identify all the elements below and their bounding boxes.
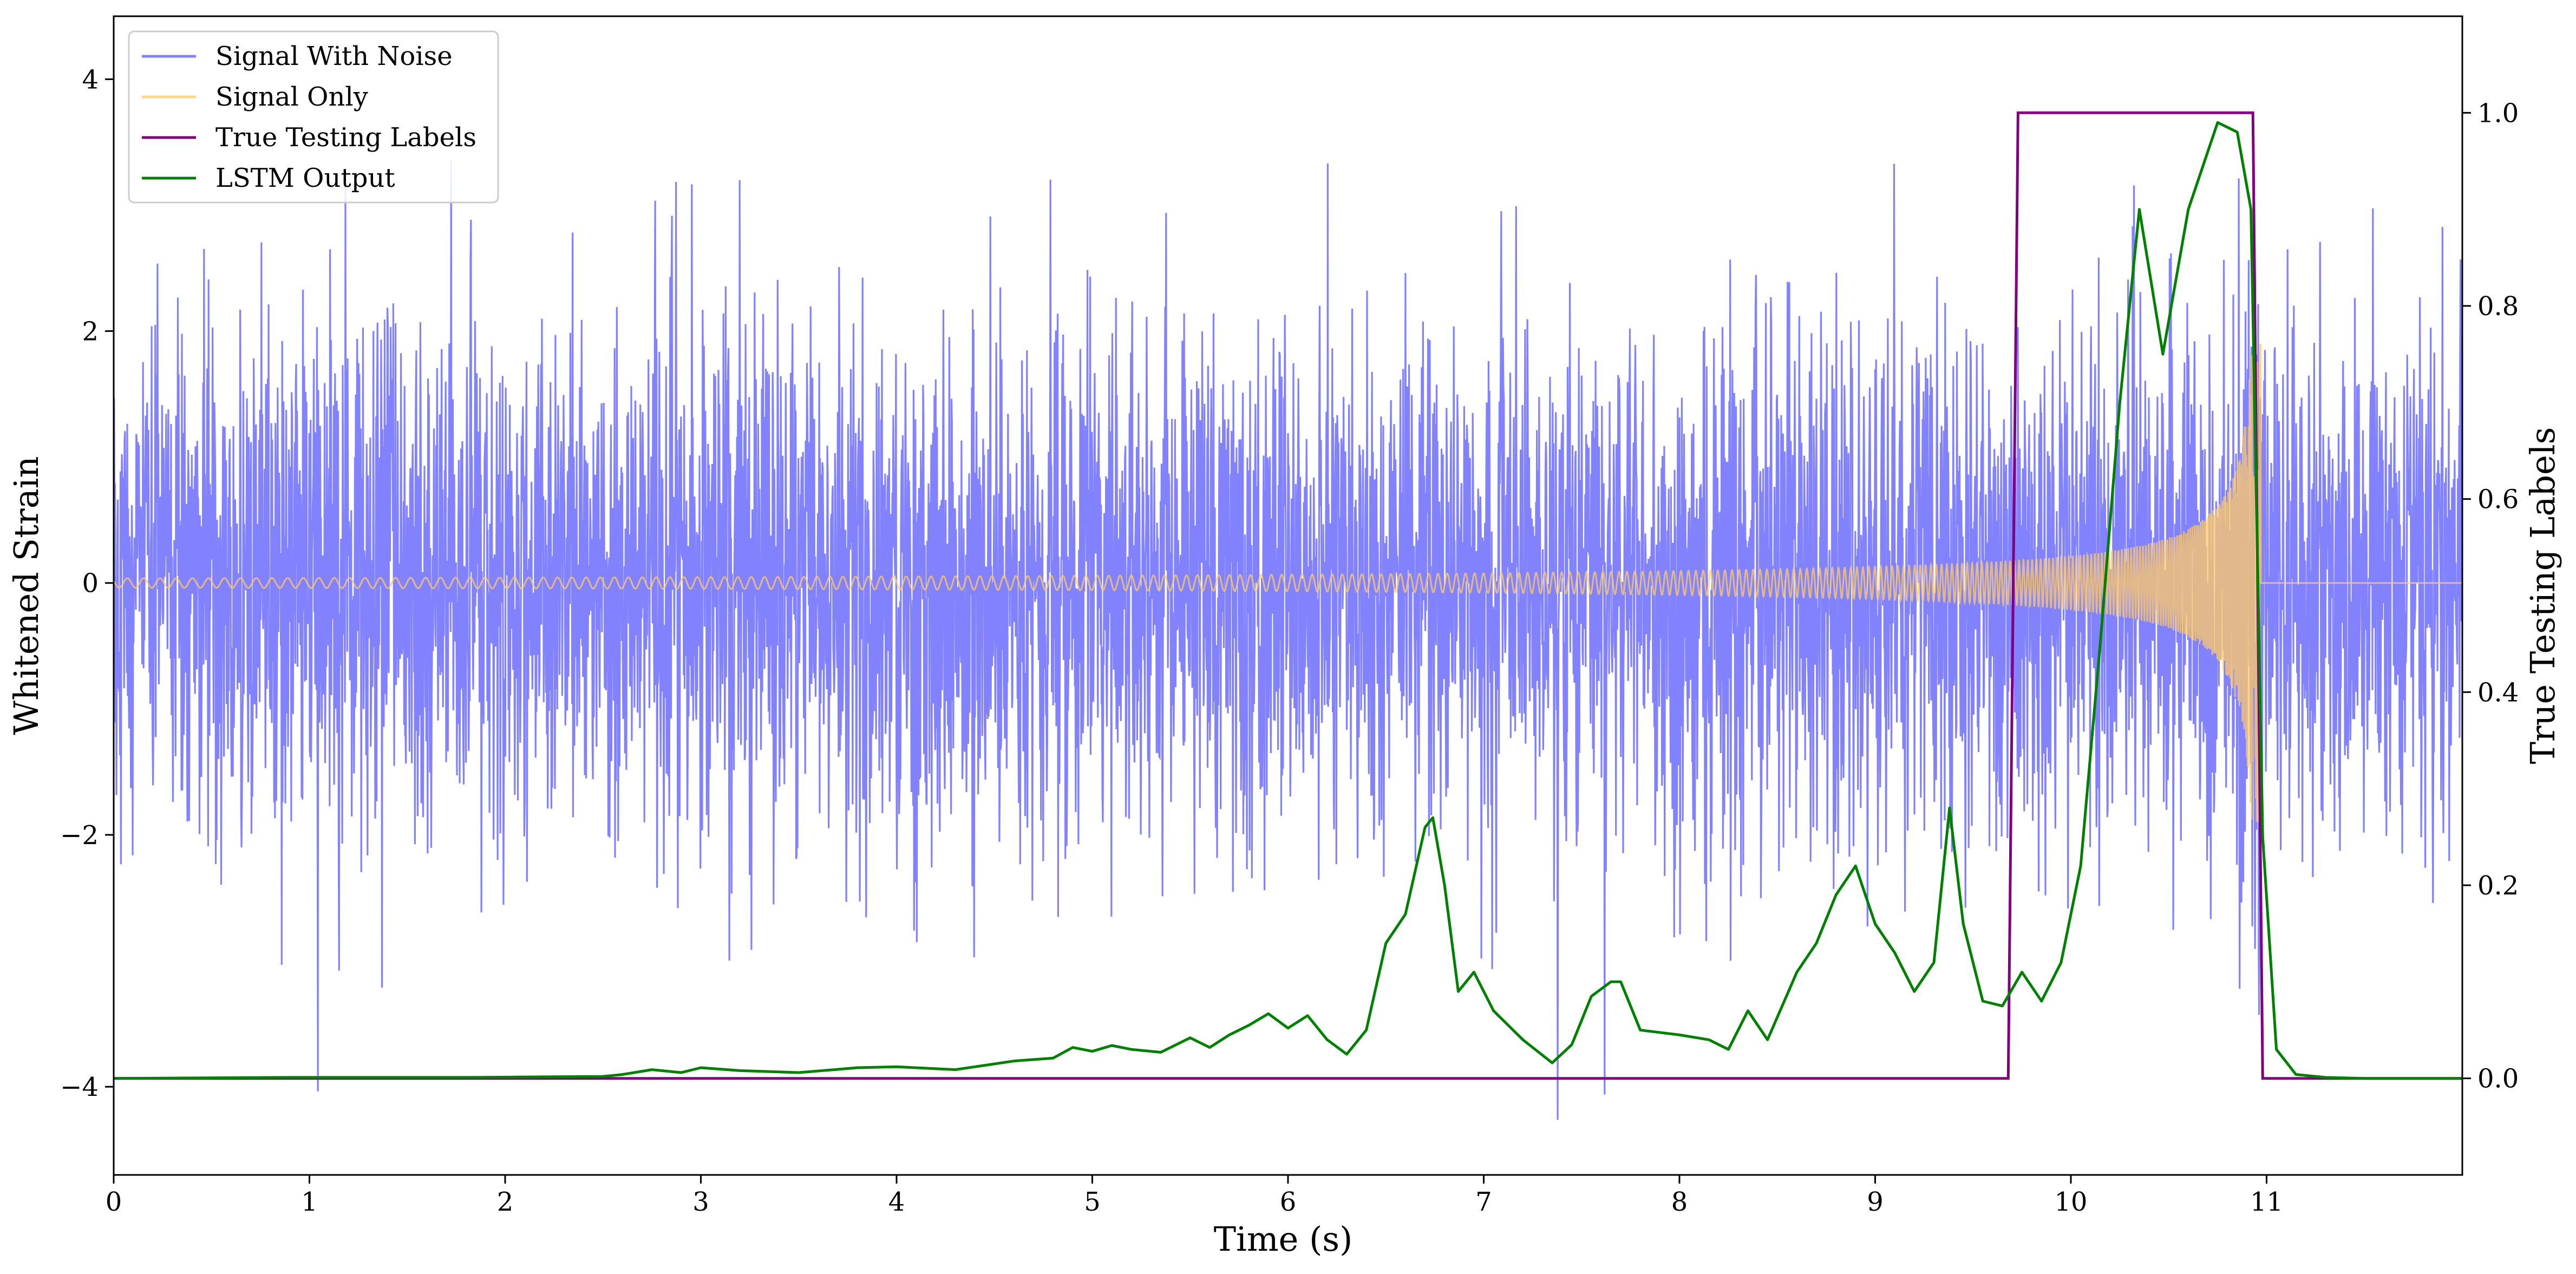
plot-area	[114, 111, 2462, 1120]
lstm-output-line	[114, 121, 2462, 1080]
legend-label: True Testing Labels	[215, 122, 476, 153]
lstm-output-series	[114, 121, 2462, 1080]
x-tick-label: 5	[1084, 1187, 1101, 1217]
signal-only-line	[114, 344, 2462, 822]
y-tick-label-right: 0.0	[2477, 1064, 2519, 1094]
y-tick-label-right: 0.8	[2477, 291, 2519, 322]
x-tick-label: 4	[888, 1187, 905, 1217]
legend-label: Signal Only	[215, 82, 368, 112]
x-tick-label: 7	[1475, 1187, 1492, 1217]
true-testing-labels-line	[114, 111, 2462, 1080]
x-tick-label: 6	[1280, 1187, 1297, 1217]
legend-box	[128, 30, 499, 204]
signal-with-noise-series	[114, 160, 2462, 1120]
true-testing-labels-series	[114, 111, 2462, 1080]
x-tick-label: 9	[1867, 1187, 1884, 1217]
legend-label: LSTM Output	[215, 163, 395, 193]
legend: Signal With Noise Signal Only True Testing…	[128, 30, 499, 204]
x-tick-label: 8	[1671, 1187, 1688, 1217]
x-tick-label: 2	[497, 1187, 514, 1217]
signal-only-series	[114, 344, 2462, 822]
x-tick-label: 10	[2054, 1187, 2087, 1217]
y-tick-label-right: 0.4	[2477, 677, 2519, 708]
x-tick-label: 1	[301, 1187, 318, 1217]
y-tick-label-left: −2	[60, 820, 99, 851]
y-tick-label-left: 4	[82, 64, 99, 95]
y-tick-label-left: 0	[82, 569, 99, 599]
y-axis-title-right: True Testing Labels	[2523, 427, 2562, 765]
x-tick-label: 11	[2250, 1187, 2283, 1217]
y-tick-label-left: 2	[82, 317, 99, 347]
x-axis: 0 1 2 3 4 5 6 7 8 9 10 11	[106, 1175, 2283, 1217]
y-axis-right: 0.0 0.2 0.4 0.6 0.8 1.0	[2462, 98, 2519, 1094]
y-tick-label-right: 0.2	[2477, 871, 2519, 901]
y-tick-label-right: 0.6	[2477, 485, 2519, 515]
x-tick-label: 3	[692, 1187, 709, 1217]
x-axis-title: Time (s)	[1214, 1219, 1353, 1259]
x-tick-label: 0	[106, 1187, 122, 1217]
y-tick-label-left: −4	[60, 1072, 99, 1102]
legend-label: Signal With Noise	[215, 41, 453, 71]
y-tick-label-right: 1.0	[2477, 98, 2519, 128]
y-axis-title-left: Whitened Strain	[6, 456, 46, 735]
y-axis-left: −4 −2 0 2 4	[60, 64, 114, 1102]
signal-with-noise-line	[114, 160, 2462, 1120]
